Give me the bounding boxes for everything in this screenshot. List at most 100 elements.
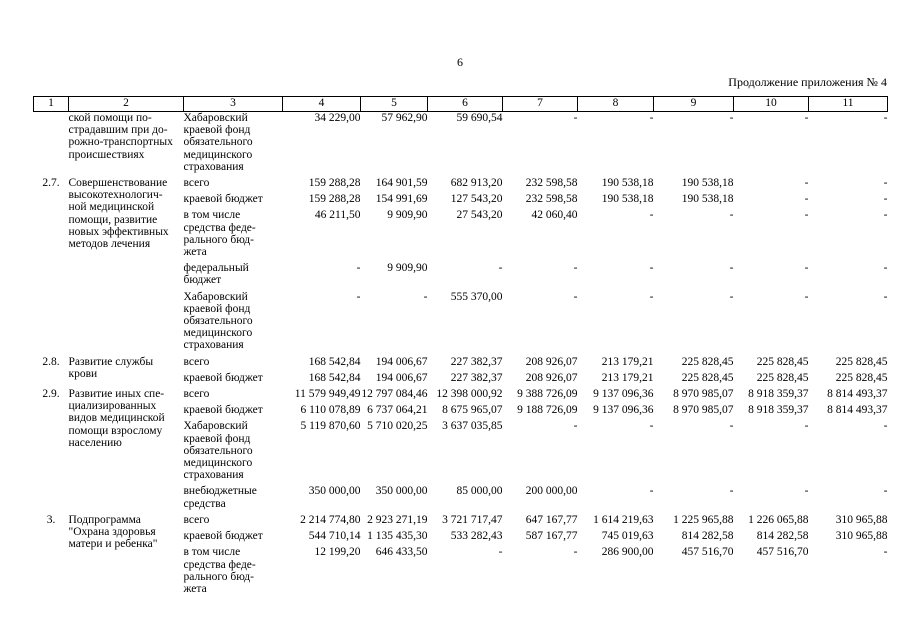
column-number-header-row: 1 2 3 4 5 6 7 8 9 10 11	[33, 96, 888, 112]
value-cell: 647 167,77	[525, 513, 578, 526]
value-cell: -	[649, 290, 654, 303]
col-header-8: 8	[577, 96, 654, 112]
value-cell: 9 909,90	[387, 209, 428, 222]
col-header-4: 4	[282, 96, 361, 112]
budget-source-cell: Хабаровский краевой фонд обязательного м…	[183, 290, 253, 352]
value-cell: 127 543,20	[450, 193, 503, 206]
activity-name-cell: Совершенствование высокотехнологич- ной …	[68, 177, 169, 251]
table-row: внебюджетные средства 350 000,00 350 000,0…	[34, 485, 888, 513]
value-cell: 227 382,37	[450, 371, 503, 384]
value-cell: -	[649, 209, 654, 222]
budget-source-cell: всего	[183, 513, 210, 526]
activity-name-cell: ской помощи по- страдавшим при до- рожно…	[68, 112, 173, 161]
col-header-3: 3	[183, 96, 283, 112]
value-cell: 225 828,45	[835, 371, 888, 384]
value-cell: 190 538,18	[681, 177, 734, 190]
value-cell: 6 110 078,89	[300, 404, 361, 417]
value-cell: 310 965,88	[835, 513, 888, 526]
value-cell: -	[729, 290, 734, 303]
value-cell: -	[804, 177, 809, 190]
budget-source-cell: федеральный бюджет	[183, 262, 249, 287]
value-cell: 194 006,67	[375, 371, 428, 384]
col-header-2: 2	[68, 96, 184, 112]
table-row: 3. Подпрограмма "Охрана здоровья матери и…	[34, 513, 888, 550]
col-header-10: 10	[733, 96, 809, 112]
value-cell: -	[883, 420, 888, 433]
row-number-cell: 2.8.	[42, 355, 60, 368]
value-cell: 457 516,70	[681, 546, 734, 559]
value-cell: 2 214 774,80	[300, 513, 361, 526]
value-cell: 159 288,28	[308, 193, 361, 206]
value-cell: 350 000,00	[308, 485, 361, 498]
value-cell: -	[729, 262, 734, 275]
value-cell: -	[649, 112, 654, 124]
budget-source-cell: всего	[183, 388, 210, 401]
value-cell: 225 828,45	[835, 355, 888, 368]
value-cell: 194 006,67	[375, 355, 428, 368]
value-cell: 208 926,07	[525, 371, 578, 384]
table-row: в том числе средства феде- рального бюд-…	[34, 546, 888, 599]
col-header-5: 5	[360, 96, 428, 112]
value-cell: 8 814 493,37	[827, 404, 888, 417]
value-cell: 213 179,21	[601, 355, 654, 368]
activity-name-cell: Подпрограмма "Охрана здоровья матери и р…	[68, 513, 158, 551]
value-cell: 533 282,43	[450, 530, 503, 543]
budget-source-cell: всего	[183, 177, 210, 190]
value-cell: 42 060,40	[531, 209, 578, 222]
value-cell: 225 828,45	[756, 371, 809, 384]
value-cell: 85 000,00	[456, 485, 503, 498]
value-cell: 8 970 985,07	[673, 404, 734, 417]
col-header-7: 7	[502, 96, 578, 112]
value-cell: -	[356, 262, 361, 275]
value-cell: 1 226 065,88	[748, 513, 809, 526]
row-number-cell: 2.9.	[42, 388, 60, 401]
table-row: 2.9. Развитие иных спе- циализированных в…	[34, 388, 887, 449]
table-row: ской помощи по- страдавшим при до- рожно…	[34, 112, 888, 178]
value-cell: 200 000,00	[525, 485, 578, 498]
row-number-cell: 3.	[46, 513, 56, 526]
budget-source-cell: внебюджетные средства	[183, 485, 257, 510]
value-cell: 11 579 949,49	[294, 388, 361, 401]
value-cell: -	[498, 546, 503, 559]
col-header-1: 1	[33, 96, 69, 112]
value-cell: 190 538,18	[601, 177, 654, 190]
table-row: краевой бюджет 6 110 078,89 6 737 064,21 8 …	[34, 404, 888, 420]
value-cell: 9 137 096,36	[593, 404, 654, 417]
value-cell: -	[498, 262, 503, 275]
table-row: федеральный бюджет - 9 909,90 - - - - - -	[34, 262, 888, 290]
row-number-cell	[34, 112, 69, 178]
value-cell: -	[649, 420, 654, 433]
budget-source-cell: в том числе средства феде- рального бюд-…	[183, 546, 256, 595]
table-row: Хабаровский краевой фонд обязательного м…	[34, 420, 888, 485]
value-cell: 814 282,58	[756, 530, 809, 543]
value-cell: -	[356, 290, 361, 303]
value-cell: 8 675 965,07	[442, 404, 503, 417]
value-cell: -	[883, 546, 888, 559]
table-row: краевой бюджет 159 288,28 154 991,69 127 54…	[34, 193, 888, 209]
value-cell: 12 398 000,92	[436, 388, 503, 401]
value-cell: 168 542,84	[308, 371, 361, 384]
row-number-cell: 2.7.	[42, 177, 60, 190]
value-cell: 225 828,45	[756, 355, 809, 368]
budget-source-cell: краевой бюджет	[183, 404, 263, 417]
value-cell: 9 188 726,09	[517, 404, 578, 417]
value-cell: 225 828,45	[681, 355, 734, 368]
table-row: 2.7. Совершенствование высокотехнологич- …	[34, 177, 887, 250]
value-cell: -	[729, 485, 734, 498]
value-cell: 208 926,07	[525, 355, 578, 368]
value-cell: 555 370,00	[450, 290, 503, 303]
budget-source-cell: Хабаровский краевой фонд обязательного м…	[183, 112, 253, 173]
value-cell: -	[804, 290, 809, 303]
value-cell: 8 970 985,07	[673, 388, 734, 401]
value-cell: -	[804, 485, 809, 498]
value-cell: 164 901,59	[375, 177, 428, 190]
table-row: Хабаровский краевой фонд обязательного м…	[34, 291, 888, 356]
value-cell: 159 288,28	[308, 177, 361, 190]
col-header-11: 11	[808, 96, 888, 112]
value-cell: -	[804, 209, 809, 222]
value-cell: 8 918 359,37	[748, 404, 809, 417]
value-cell: 5 710 020,25	[367, 420, 428, 433]
value-cell: 3 637 035,85	[442, 420, 503, 433]
value-cell: -	[729, 112, 734, 124]
